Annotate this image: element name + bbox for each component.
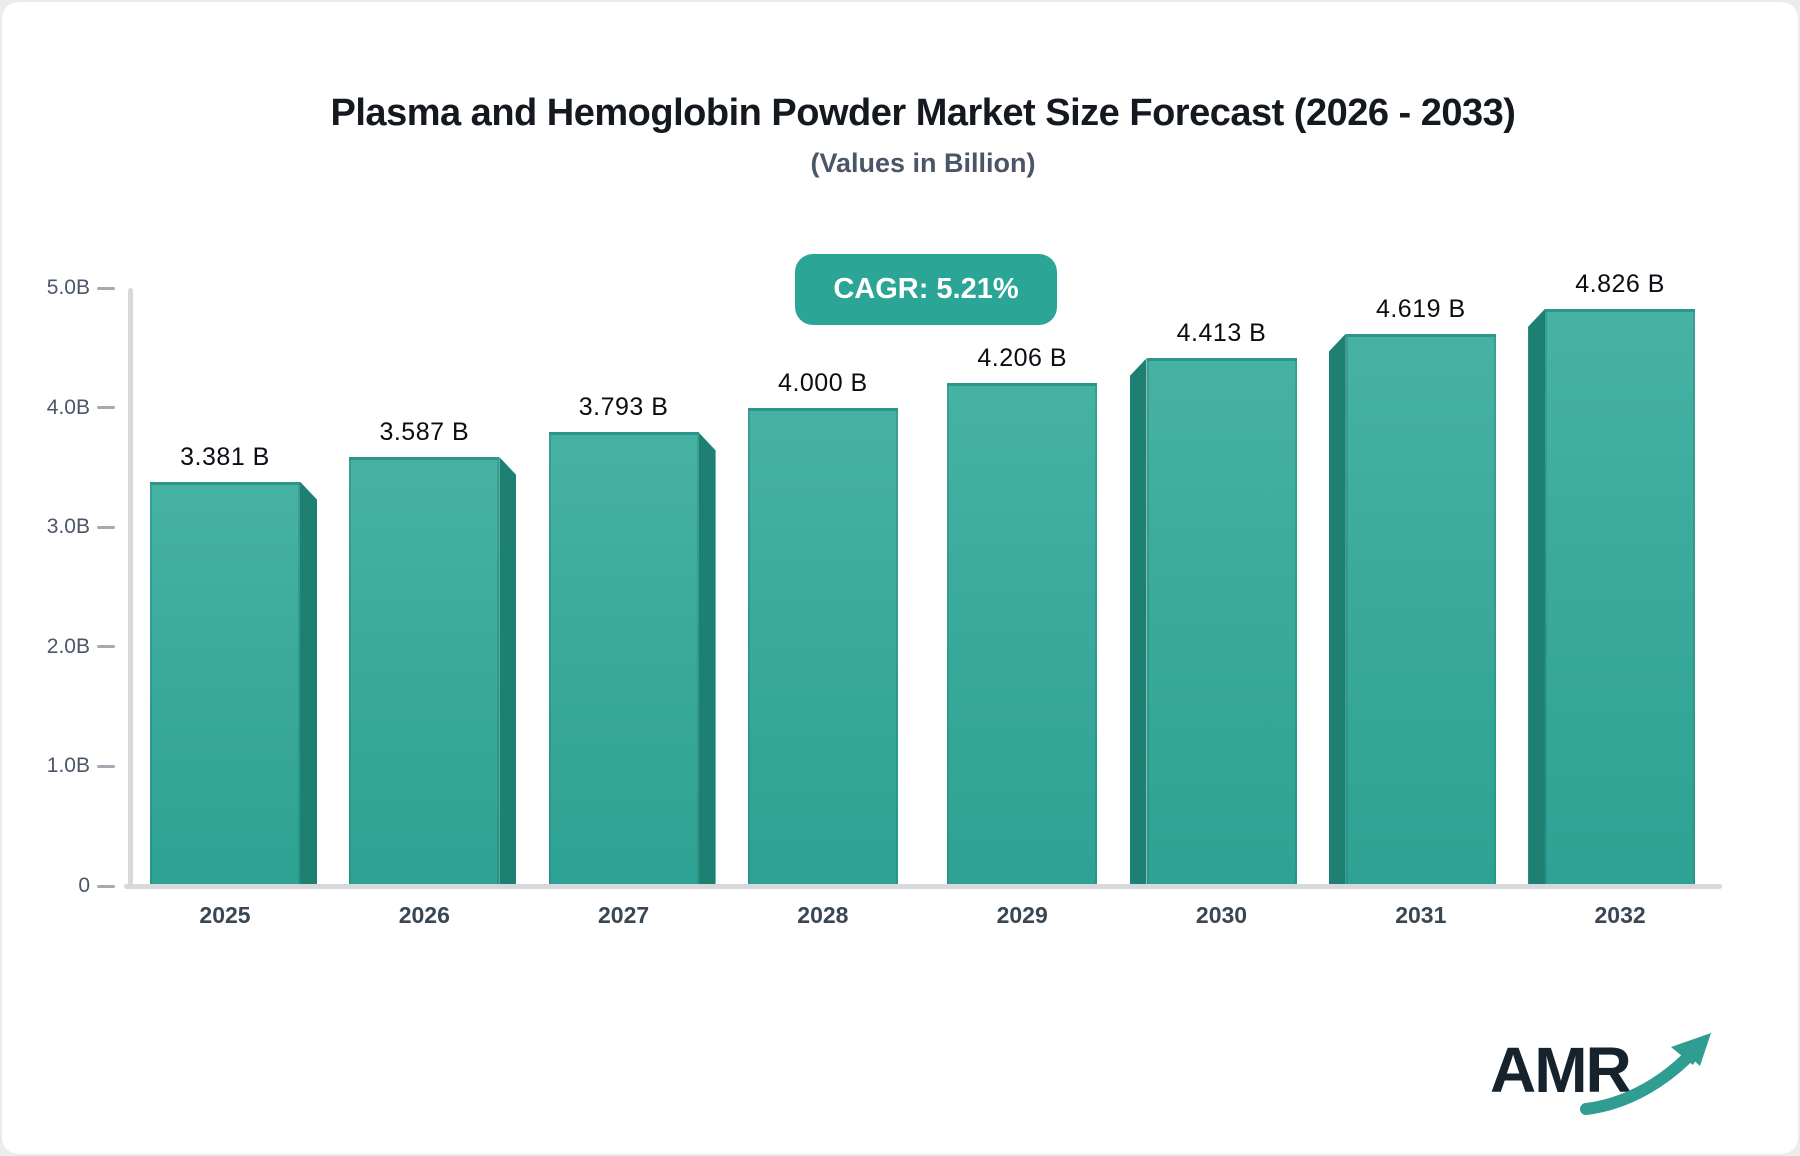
x-axis-label: 2032: [1594, 902, 1646, 928]
x-axis-label: 2029: [996, 902, 1048, 928]
bar-value-label: 4.826 B: [1575, 269, 1665, 298]
bar-side-panel: [698, 432, 716, 884]
bar-side-panel: [499, 456, 517, 884]
x-axis-label: 2028: [797, 902, 849, 928]
bar-2028: [747, 407, 898, 884]
x-axis-label: 2026: [398, 902, 450, 928]
bar-2031: [1345, 333, 1496, 884]
x-axis-line: [124, 884, 1722, 889]
y-tick-dash: [97, 645, 115, 649]
amr-logo-text: AMR: [1490, 1034, 1631, 1106]
amr-arrow-icon: [1580, 1033, 1711, 1115]
y-tick-dash: [97, 884, 115, 888]
bar-value-label: 3.381 B: [180, 442, 270, 471]
x-axis-label: 2025: [199, 902, 251, 928]
bar-side-panel: [1528, 308, 1546, 884]
amr-logo: AMR: [1490, 1033, 1711, 1115]
x-axis-label: 2027: [598, 902, 650, 928]
bar-2030: [1146, 358, 1297, 884]
bar-side-panel: [1129, 358, 1147, 884]
chart-subtitle: (Values in Billion): [810, 148, 1036, 178]
cagr-badge: CAGR: 5.21%: [795, 254, 1057, 325]
bar-value-label: 4.000 B: [778, 368, 868, 397]
y-tick-label: 0: [78, 874, 90, 897]
y-tick-dash: [97, 525, 115, 529]
bar-side-panel: [1328, 333, 1346, 884]
cagr-badge-label: CAGR: 5.21%: [833, 273, 1019, 305]
bar-side-panel: [300, 481, 317, 884]
y-tick-label: 1.0B: [46, 754, 90, 778]
chart-title: Plasma and Hemoglobin Powder Market Size…: [330, 92, 1516, 134]
x-axis-label: 2031: [1395, 902, 1447, 928]
bar-2029: [947, 382, 1098, 884]
y-tick-dash: [97, 406, 115, 410]
bar-value-label: 4.413 B: [1176, 319, 1267, 348]
x-axis-label: 2030: [1195, 902, 1248, 928]
bar-value-label: 4.619 B: [1375, 294, 1466, 323]
bar-value-label: 3.587 B: [379, 417, 470, 446]
bar-value-label: 4.206 B: [977, 343, 1068, 372]
bar-2026: [349, 456, 500, 884]
bar-value-label: 3.793 B: [578, 393, 669, 422]
y-axis-line: [128, 288, 133, 888]
bar-2025: [150, 481, 300, 884]
y-tick-dash: [97, 764, 115, 768]
y-tick-label: 5.0B: [46, 276, 90, 299]
y-tick-label: 2.0B: [46, 634, 90, 658]
bar-2027: [548, 432, 699, 884]
y-tick-label: 3.0B: [46, 515, 90, 539]
y-tick-dash: [97, 286, 115, 290]
bar-2032: [1545, 308, 1696, 884]
y-tick-label: 4.0B: [46, 395, 90, 419]
